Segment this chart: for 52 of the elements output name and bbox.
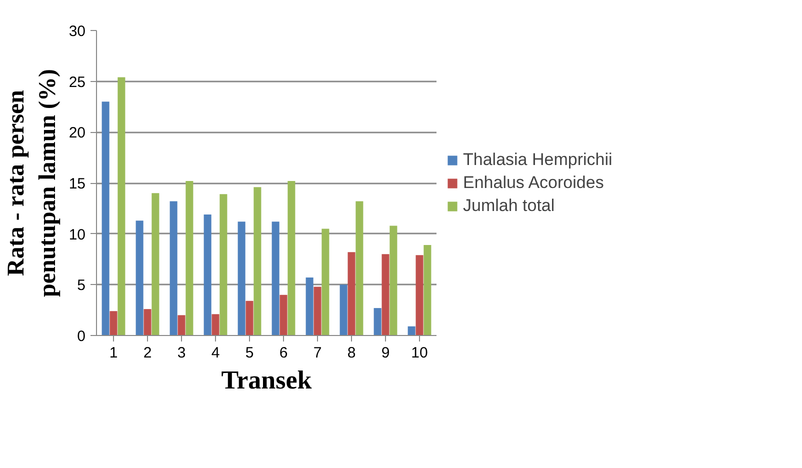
legend-label: Jumlah total [463, 196, 555, 216]
bar [144, 309, 152, 336]
y-tick-label: 20 [68, 124, 86, 142]
bar [118, 77, 126, 336]
x-tick-label: 7 [313, 344, 322, 362]
bar [306, 278, 314, 336]
bar [314, 286, 322, 336]
y-tick-label: 25 [68, 74, 86, 91]
bar [416, 255, 424, 336]
x-tick-label: 10 [411, 344, 428, 362]
bar [356, 201, 364, 336]
bar [288, 180, 296, 336]
x-tick-label: 5 [245, 344, 254, 362]
bar [382, 254, 390, 336]
bar [110, 311, 118, 336]
bar [238, 222, 246, 336]
bar [424, 245, 432, 336]
x-tick-label: 4 [211, 344, 220, 362]
x-tick-label: 9 [381, 344, 390, 362]
bar [374, 308, 382, 336]
bar [152, 193, 160, 336]
bar [272, 222, 280, 336]
bar [170, 201, 178, 336]
bar [102, 102, 110, 336]
bar [136, 220, 144, 336]
x-tick-label: 2 [143, 344, 152, 362]
x-tick-label: 6 [279, 344, 288, 362]
bar [186, 180, 194, 336]
bar [390, 226, 398, 336]
bar [220, 194, 228, 336]
x-tick-label: 8 [347, 344, 356, 362]
bar [340, 284, 348, 336]
bar [408, 326, 416, 336]
bar [348, 252, 356, 336]
y-tick-label: 0 [77, 328, 86, 345]
bar [246, 300, 254, 336]
bar [254, 187, 262, 336]
legend-label: Thalasia Hemprichii [463, 150, 612, 170]
bar [212, 314, 220, 336]
y-tick-label: 5 [77, 277, 86, 294]
x-tick-label: 3 [177, 344, 186, 362]
bar [204, 214, 212, 336]
y-tick-label: 30 [68, 23, 86, 40]
bar [178, 315, 186, 336]
y-axis-title: Rata - rata persen penutupan lamun (%) [4, 68, 61, 298]
y-tick-label: 15 [68, 176, 86, 192]
bar [322, 228, 330, 336]
x-tick-label: 1 [109, 344, 118, 362]
legend-label: Enhalus Acoroides [463, 172, 604, 192]
y-tick-label: 10 [68, 226, 86, 244]
bar [280, 294, 288, 336]
x-axis-title: Transek [221, 366, 312, 394]
